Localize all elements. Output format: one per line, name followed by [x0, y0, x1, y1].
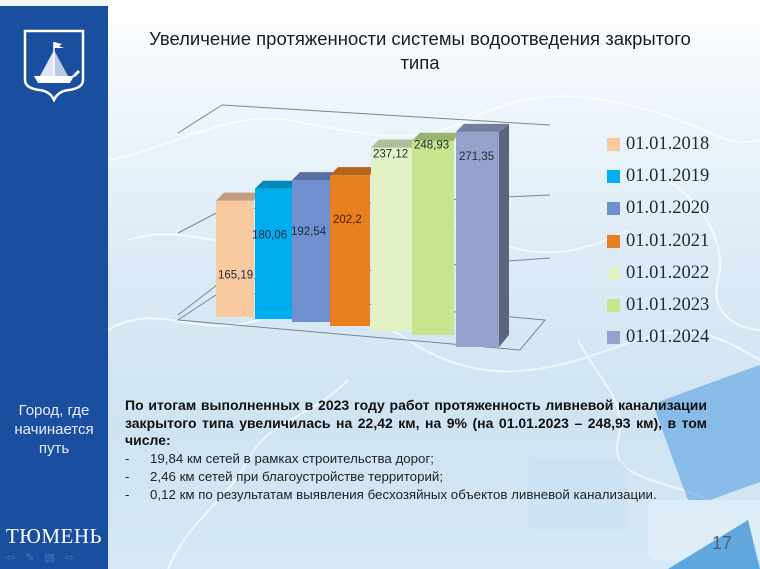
data-label: 192,54 [291, 226, 327, 238]
bar [292, 180, 330, 322]
menu-icon[interactable]: ▤ [44, 552, 55, 564]
slide-title: Увеличение протяженности системы водоотв… [125, 27, 715, 75]
legend-item: 01.01.2018 [607, 128, 709, 160]
summary-paragraph: По итогам выполненных в 2023 году работ … [125, 397, 707, 448]
data-label: 248,93 [414, 140, 449, 152]
bar [255, 188, 292, 319]
legend-swatch [607, 331, 620, 345]
bar [412, 140, 454, 335]
data-label: 180,06 [252, 230, 287, 242]
bar [456, 131, 499, 347]
sidebar-top-strip [0, 0, 108, 6]
bar [371, 147, 412, 331]
legend-label: 01.01.2024 [626, 327, 710, 348]
legend-swatch [607, 299, 620, 313]
summary-bullets: -19,84 км сетей в рамках строительства д… [125, 450, 707, 504]
legend-item: 01.01.2020 [607, 193, 709, 225]
city-brand-logo: ТЮМЕНЬ [5, 524, 103, 548]
bullet-item: -19,84 км сетей в рамках строительства д… [125, 450, 434, 466]
sidebar: Город, где начинается путь ТЮМЕНЬ ⇦ ✎ ▤ … [0, 0, 108, 569]
bullet-item: -2,46 км сетей при благоустройстве терри… [125, 468, 444, 484]
map-background [108, 95, 760, 569]
legend-item: 01.01.2021 [607, 225, 709, 257]
legend-item: 01.01.2019 [607, 160, 709, 192]
slogan-line: Город, где [18, 402, 90, 419]
legend-swatch [607, 202, 620, 216]
data-label: 165,19 [218, 270, 253, 282]
bars-group: 165,19 180,06 192,54 202,2 237,12 248,93 271,3… [216, 123, 509, 347]
legend-item: 01.01.2023 [607, 289, 709, 321]
legend-swatch [607, 234, 620, 248]
data-label: 271,35 [459, 151, 494, 163]
legend-swatch [607, 266, 620, 280]
title-line-1: Увеличение протяженности системы водоотв… [149, 28, 691, 49]
legend-label: 01.01.2022 [626, 262, 710, 283]
data-label: 202,2 [333, 214, 362, 226]
data-label: 237,12 [373, 149, 408, 161]
legend-label: 01.01.2020 [626, 198, 710, 219]
title-line-2: типа [400, 52, 440, 73]
city-crest-icon [23, 29, 85, 102]
legend-item: 01.01.2022 [607, 257, 709, 289]
bullet-item: -0,12 км по результатам выявления бесхоз… [125, 486, 657, 502]
legend-label: 01.01.2019 [626, 165, 710, 186]
arrow-left-icon[interactable]: ⇦ [6, 552, 16, 564]
legend-label: 01.01.2021 [626, 230, 710, 251]
bar [216, 200, 254, 317]
bar [330, 175, 370, 326]
city-slogan: Город, где начинается путь [0, 401, 108, 458]
slogan-line: начинается [14, 421, 94, 438]
slideshow-nav: ⇦ ✎ ▤ ⇨ [6, 551, 74, 564]
legend-label: 01.01.2018 [626, 133, 710, 154]
bar-chart: 165,19 180,06 192,54 202,2 237,12 248,93 271,3… [176, 104, 551, 351]
chart-legend: 01.01.2018 01.01.2019 01.01.2020 01.01.2021… [607, 128, 709, 354]
summary-text: По итогам выполненных в 2023 году работ … [125, 397, 707, 504]
legend-swatch [607, 137, 620, 151]
legend-label: 01.01.2023 [626, 295, 710, 316]
page-number: 17 [712, 533, 733, 553]
pen-icon[interactable]: ✎ [25, 552, 35, 564]
slogan-line: путь [38, 440, 70, 457]
legend-swatch [607, 169, 620, 183]
legend-item: 01.01.2024 [607, 322, 709, 354]
arrow-right-icon[interactable]: ⇨ [64, 552, 75, 564]
